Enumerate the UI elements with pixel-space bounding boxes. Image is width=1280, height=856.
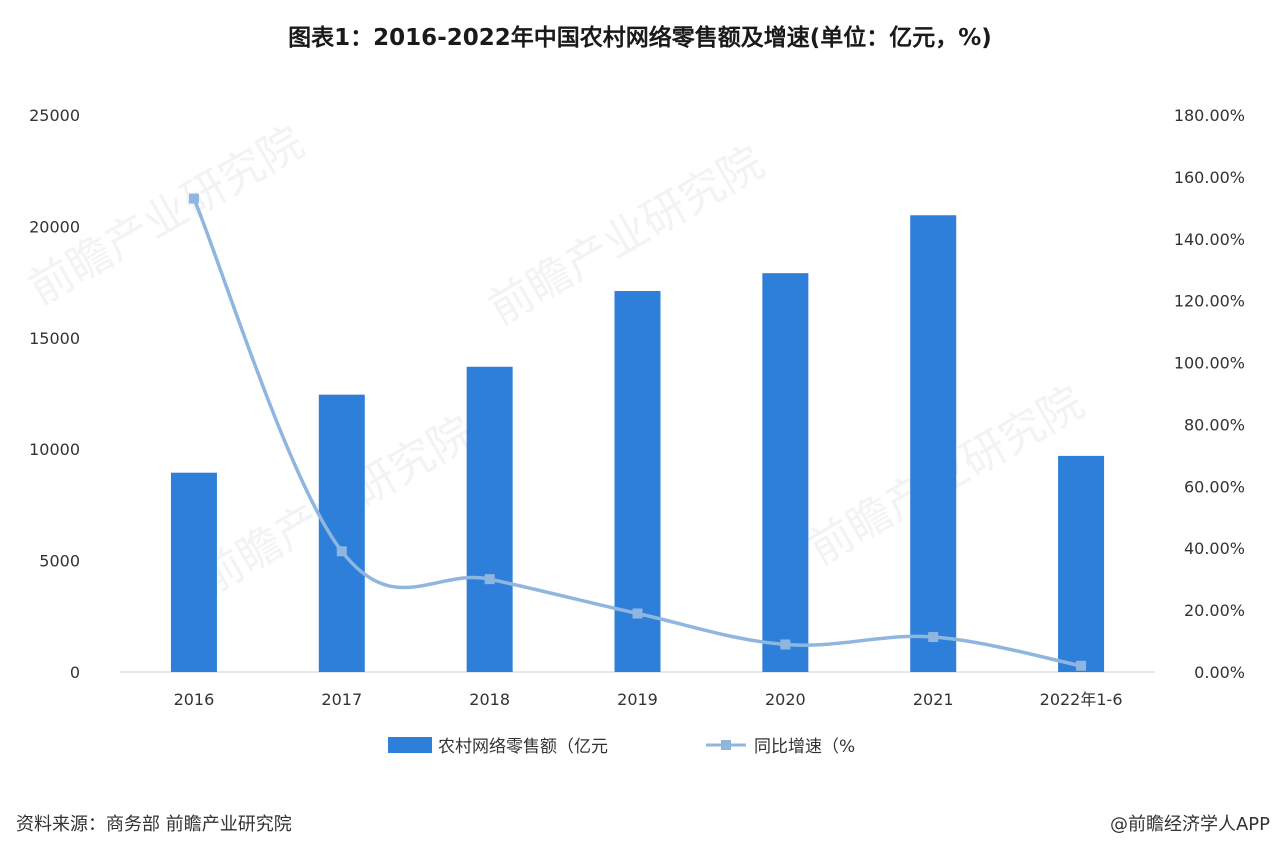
legend-line-marker	[721, 740, 731, 750]
bar-series	[170, 215, 1105, 672]
legend: 农村网络零售额（亿元 同比增速（%	[388, 737, 855, 757]
line-point	[632, 608, 643, 619]
right-tick-label: 60.00%	[1184, 477, 1245, 496]
right-axis-ticks: 0.00% 20.00% 40.00% 60.00% 80.00% 100.00% 120.…	[1174, 106, 1245, 682]
right-tick-label: 100.00%	[1174, 354, 1245, 373]
x-axis-ticks: 2016 2017 2018 2019 2020 2021 2022年1-6	[174, 690, 1123, 709]
right-tick-label: 40.00%	[1184, 539, 1245, 558]
right-tick-label: 180.00%	[1174, 106, 1245, 125]
x-tick-label: 2016	[174, 690, 215, 709]
chart-title: 图表1：2016-2022年中国农村网络零售额及增速(单位：亿元，%)	[288, 25, 992, 51]
line-point	[484, 574, 495, 585]
legend-line-label: 同比增速（%	[754, 737, 855, 757]
right-tick-label: 20.00%	[1184, 601, 1245, 620]
bar	[1058, 455, 1105, 672]
line-point	[188, 193, 199, 204]
chart-canvas: 0 5000 10000 15000 20000 25000 0.00% 20.00% 40.…	[29, 106, 1245, 757]
right-tick-label: 160.00%	[1174, 168, 1245, 187]
left-tick-label: 5000	[39, 552, 80, 571]
line-point	[928, 632, 939, 643]
legend-bar-label: 农村网络零售额（亿元	[438, 737, 608, 757]
left-tick-label: 20000	[29, 217, 80, 236]
bar	[466, 366, 513, 672]
growth-line	[192, 197, 1082, 668]
left-tick-label: 15000	[29, 329, 80, 348]
x-tick-label: 2018	[469, 690, 510, 709]
right-tick-label: 80.00%	[1184, 415, 1245, 434]
line-point	[336, 546, 347, 557]
line-series	[188, 193, 1087, 671]
x-tick-label: 2019	[617, 690, 658, 709]
right-tick-label: 140.00%	[1174, 230, 1245, 249]
bar	[170, 472, 217, 672]
left-tick-label: 10000	[29, 440, 80, 459]
bar	[910, 215, 957, 672]
bar	[318, 394, 365, 672]
right-tick-label: 0.00%	[1194, 663, 1245, 682]
x-tick-label: 2021	[913, 690, 954, 709]
bar	[762, 273, 809, 672]
x-tick-label: 2020	[765, 690, 806, 709]
source-note: 资料来源：商务部 前瞻产业研究院	[16, 814, 292, 835]
legend-bar-swatch	[388, 737, 432, 753]
credit-note: @前瞻经济学人APP	[1109, 814, 1270, 835]
x-tick-label: 2022年1-6	[1040, 690, 1123, 709]
line-point	[780, 639, 791, 650]
left-tick-label: 0	[70, 663, 80, 682]
left-tick-label: 25000	[29, 106, 80, 125]
line-point	[1076, 660, 1087, 671]
x-tick-label: 2017	[321, 690, 362, 709]
left-axis-ticks: 0 5000 10000 15000 20000 25000	[29, 106, 80, 682]
right-tick-label: 120.00%	[1174, 292, 1245, 311]
